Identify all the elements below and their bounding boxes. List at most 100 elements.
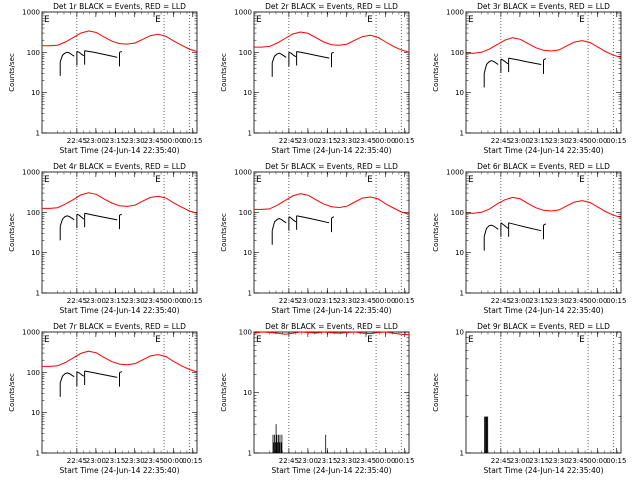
- series-lld-line: [42, 350, 198, 373]
- x-axis-label: Start Time (24-Jun-14 22:35:40): [484, 306, 604, 315]
- x-tick-label: 00:00: [163, 137, 183, 145]
- series-lld-line: [42, 192, 198, 214]
- x-tick-label: 23:00: [86, 457, 106, 465]
- y-axis-label: Counts/sec: [220, 213, 228, 252]
- e-marker: E: [44, 15, 50, 25]
- x-tick-label: 23:30: [337, 137, 357, 145]
- y-tick-label: 10: [31, 409, 40, 417]
- x-tick-label: 23:30: [549, 457, 569, 465]
- y-tick-label: 1: [460, 290, 464, 298]
- x-tick-label: 00:15: [182, 137, 202, 145]
- x-tick-label: 23:45: [356, 457, 376, 465]
- y-tick-label: 10: [243, 89, 252, 97]
- series-events-segment: [288, 216, 297, 223]
- plot-frame: [41, 331, 198, 454]
- x-tick-label: 23:00: [510, 137, 530, 145]
- y-tick-label: 100: [27, 209, 40, 217]
- series-events-segment: [271, 52, 287, 63]
- x-tick-label: 23:00: [298, 297, 318, 305]
- plot-frame: [253, 11, 410, 134]
- e-marker: E: [44, 335, 50, 345]
- x-tick-label: 00:15: [182, 457, 202, 465]
- y-tick-label: 1000: [446, 9, 464, 17]
- y-tick-label: 10: [455, 89, 464, 97]
- e-marker: E: [155, 175, 161, 185]
- x-tick-label: 00:15: [606, 457, 626, 465]
- x-tick-label: 23:15: [105, 137, 125, 145]
- e-marker: E: [256, 175, 262, 185]
- series-lld-line: [42, 30, 198, 52]
- e-marker: E: [579, 335, 585, 345]
- y-tick-label: 1: [36, 130, 40, 138]
- x-tick-label: 00:00: [163, 457, 183, 465]
- x-tick-label: 23:45: [144, 297, 164, 305]
- e-marker: E: [579, 175, 585, 185]
- x-tick-label: 23:15: [529, 457, 549, 465]
- x-axis-label: Start Time (24-Jun-14 22:35:40): [60, 306, 180, 315]
- x-tick-label: 22:45: [491, 457, 511, 465]
- x-tick-label: 23:15: [105, 297, 125, 305]
- y-axis-label: Counts/sec: [220, 373, 228, 412]
- y-tick-label: 1000: [22, 169, 40, 177]
- y-tick-label: 100: [239, 49, 252, 57]
- panel-title: Det 3r BLACK = Events, RED = LLD: [477, 2, 610, 11]
- x-tick-label: 00:15: [606, 137, 626, 145]
- series-events-segment: [76, 51, 85, 57]
- series-events-segment: [271, 218, 287, 231]
- plot-frame: [41, 171, 198, 294]
- x-tick-label: 22:45: [67, 457, 87, 465]
- x-tick-label: 00:00: [375, 137, 395, 145]
- x-axis-label: Start Time (24-Jun-14 22:35:40): [60, 146, 180, 155]
- x-axis-label: Start Time (24-Jun-14 22:35:40): [484, 146, 604, 155]
- plot-frame: [465, 171, 622, 294]
- y-tick-label: 10: [455, 249, 464, 257]
- series-events-segment: [483, 224, 499, 237]
- y-axis-label: Counts/sec: [432, 213, 440, 252]
- x-tick-label: 22:45: [279, 137, 299, 145]
- series-events-segment: [483, 60, 499, 74]
- x-tick-label: 23:30: [549, 137, 569, 145]
- y-tick-label: 100: [451, 49, 464, 57]
- e-marker: E: [579, 15, 585, 25]
- e-marker: E: [468, 335, 474, 345]
- x-tick-label: 00:00: [375, 457, 395, 465]
- panel-title: Det 4r BLACK = Events, RED = LLD: [53, 162, 186, 171]
- x-tick-label: 23:30: [125, 457, 145, 465]
- series-events-segment: [296, 215, 330, 224]
- plot-frame: [253, 171, 410, 294]
- series-events-segment: [543, 223, 547, 226]
- x-tick-label: 23:45: [356, 297, 376, 305]
- series-events-segment: [508, 57, 542, 65]
- x-tick-label: 00:15: [182, 297, 202, 305]
- series-events-segment: [84, 370, 118, 378]
- x-tick-label: 22:45: [279, 457, 299, 465]
- series-events-segment: [59, 372, 75, 383]
- x-tick-label: 00:00: [587, 297, 607, 305]
- y-tick-label: 1: [36, 450, 40, 458]
- x-tick-label: 22:45: [67, 137, 87, 145]
- panel-title: Det 5r BLACK = Events, RED = LLD: [265, 162, 398, 171]
- y-axis-label: Counts/sec: [432, 53, 440, 92]
- x-tick-label: 23:30: [337, 457, 357, 465]
- x-tick-label: 00:00: [587, 457, 607, 465]
- panel-title: Det 6r BLACK = Events, RED = LLD: [477, 162, 610, 171]
- y-tick-label: 10: [243, 249, 252, 257]
- x-tick-label: 23:30: [549, 297, 569, 305]
- series-events-segment: [543, 58, 547, 61]
- e-marker: E: [468, 175, 474, 185]
- y-tick-label: 1000: [234, 9, 252, 17]
- x-axis-label: Start Time (24-Jun-14 22:35:40): [272, 466, 392, 475]
- e-marker: E: [256, 335, 262, 345]
- y-axis-label: Counts/sec: [432, 373, 440, 412]
- y-tick-label: 1000: [22, 329, 40, 337]
- x-tick-label: 23:00: [510, 457, 530, 465]
- e-marker: E: [44, 175, 50, 185]
